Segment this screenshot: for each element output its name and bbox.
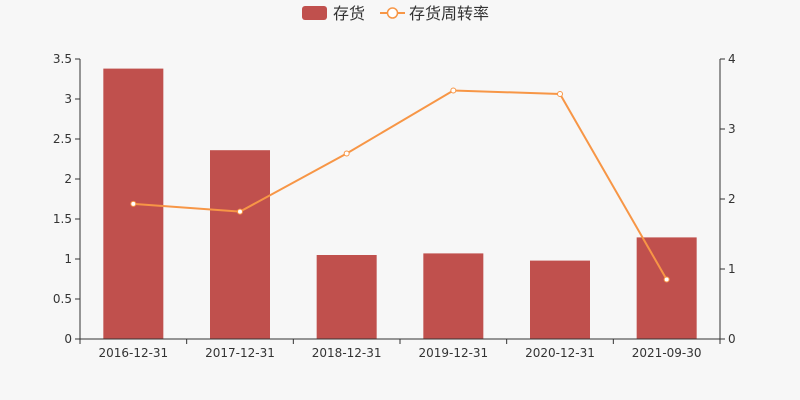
line-point[interactable]: [130, 200, 137, 207]
legend-item-inventory[interactable]: 存货: [302, 4, 365, 23]
bar[interactable]: [530, 260, 590, 339]
x-tick-label: 2021-09-30: [632, 346, 702, 360]
legend-item-turnover[interactable]: 存货周转率: [380, 4, 489, 23]
y-left-tick-label: 1.5: [53, 212, 72, 226]
legend-label-turnover: 存货周转率: [409, 4, 489, 23]
line-path: [133, 89, 668, 280]
x-tick-label: 2017-12-31: [205, 346, 275, 360]
bar[interactable]: [636, 237, 697, 339]
legend-label-inventory: 存货: [333, 4, 365, 23]
x-tick-label: 2016-12-31: [98, 346, 168, 360]
legend-swatch-bar: [302, 6, 327, 20]
y-right-tick-label: 2: [728, 192, 736, 206]
x-tick-label: 2019-12-31: [418, 346, 488, 360]
y-right-tick-label: 0: [728, 332, 736, 346]
bar-series: [103, 68, 697, 339]
y-left-tick-label: 3.5: [53, 52, 72, 66]
y-right-tick-label: 4: [728, 52, 736, 66]
y-right-tick-label: 3: [728, 122, 736, 136]
y-right-tick-label: 1: [728, 262, 736, 276]
axes: 0 0.5 1 1.5 2 2.5 3 3.5 0 1 2 3 4 2016-12-31 2017-12-3…: [53, 52, 736, 360]
line-point[interactable]: [237, 208, 243, 215]
line-point[interactable]: [557, 91, 563, 97]
y-left-tick-label: 2: [64, 172, 72, 186]
y-left-tick-label: 0.5: [53, 292, 72, 306]
x-tick-label: 2020-12-31: [525, 346, 595, 360]
y-left-tick-label: 1: [64, 252, 72, 266]
line-series: [130, 87, 670, 283]
legend[interactable]: 存货 存货周转率: [302, 4, 489, 23]
bar[interactable]: [423, 253, 484, 339]
line-point[interactable]: [450, 87, 457, 94]
legend-swatch-point: [386, 7, 399, 19]
y-left-tick-label: 0: [64, 332, 72, 346]
y-left-tick-label: 3: [64, 92, 72, 106]
line-point[interactable]: [663, 276, 670, 283]
x-tick-label: 2018-12-31: [312, 346, 382, 360]
line-point[interactable]: [343, 150, 350, 157]
y-left-tick-label: 2.5: [53, 132, 72, 146]
bar[interactable]: [316, 255, 377, 339]
bar[interactable]: [210, 150, 270, 339]
